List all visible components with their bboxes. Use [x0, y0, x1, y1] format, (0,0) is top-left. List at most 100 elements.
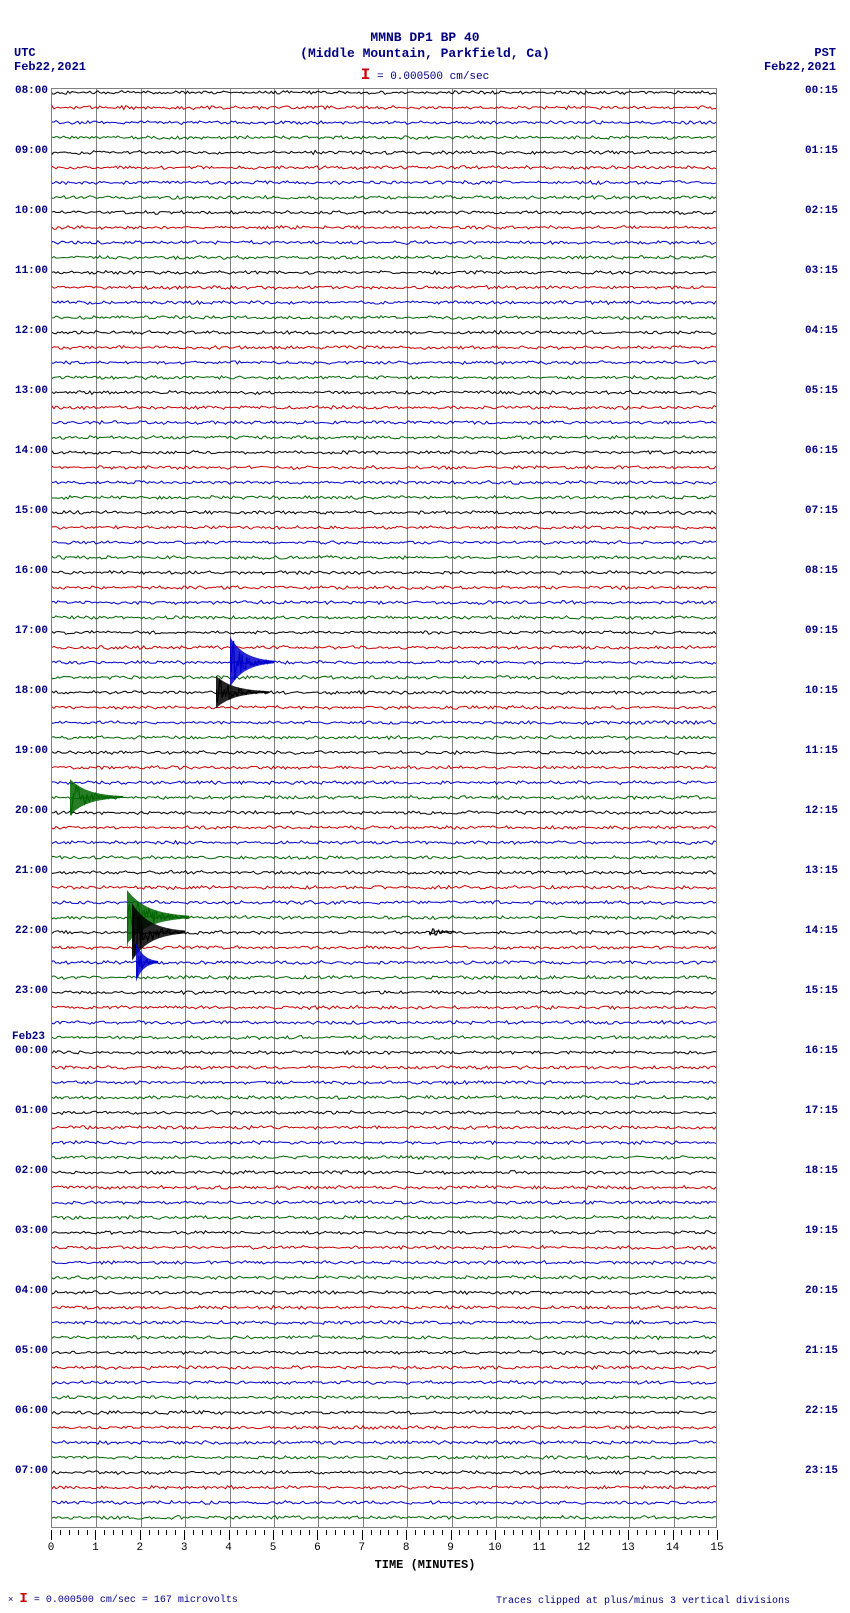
pst-hour-label: 13:15 — [805, 865, 838, 877]
x-tick-minor — [433, 1530, 434, 1535]
seismic-trace — [52, 100, 716, 115]
x-tick-minor — [522, 1530, 523, 1535]
seismic-trace — [52, 535, 716, 550]
x-tick-minor — [708, 1530, 709, 1535]
x-tick-minor — [664, 1530, 665, 1535]
pst-hour-label: 10:15 — [805, 685, 838, 697]
x-tick-major — [95, 1530, 96, 1540]
x-tick-label: 10 — [488, 1542, 501, 1554]
pst-hour-label: 01:15 — [805, 145, 838, 157]
x-tick-minor — [326, 1530, 327, 1535]
seismic-trace — [52, 1000, 716, 1015]
seismic-trace — [52, 130, 716, 145]
seismic-trace — [52, 790, 716, 805]
seismic-trace — [52, 850, 716, 865]
utc-hour-label: 17:00 — [12, 625, 48, 637]
x-tick-minor — [131, 1530, 132, 1535]
seismic-trace — [52, 1390, 716, 1405]
pst-hour-label: 03:15 — [805, 265, 838, 277]
seismic-event — [70, 777, 123, 817]
x-tick-minor — [557, 1530, 558, 1535]
seismic-trace — [52, 1150, 716, 1165]
x-tick-label: 15 — [710, 1542, 723, 1554]
seismic-event — [216, 674, 269, 710]
x-tick-minor — [477, 1530, 478, 1535]
seismic-trace — [52, 1075, 716, 1090]
seismic-trace — [52, 1480, 716, 1495]
utc-hour-label: 19:00 — [12, 745, 48, 757]
x-tick-minor — [397, 1530, 398, 1535]
x-tick-minor — [255, 1530, 256, 1535]
x-tick-label: 13 — [622, 1542, 635, 1554]
utc-hour-label: 21:00 — [12, 865, 48, 877]
utc-hour-label: 08:00 — [12, 85, 48, 97]
x-tick-major — [51, 1530, 52, 1540]
x-tick-label: 1 — [92, 1542, 99, 1554]
seismic-trace — [52, 325, 716, 340]
seismic-trace — [52, 625, 716, 640]
seismic-trace — [52, 1330, 716, 1345]
seismic-trace — [52, 145, 716, 160]
x-tick-minor — [646, 1530, 647, 1535]
seismic-trace — [52, 220, 716, 235]
seismic-trace — [52, 745, 716, 760]
x-tick-minor — [220, 1530, 221, 1535]
x-tick-minor — [548, 1530, 549, 1535]
pst-hour-label: 06:15 — [805, 445, 838, 457]
x-tick-label: 5 — [270, 1542, 277, 1554]
pst-hour-label: 04:15 — [805, 325, 838, 337]
x-tick-minor — [60, 1530, 61, 1535]
seismic-trace — [52, 1420, 716, 1435]
x-tick-label: 7 — [358, 1542, 365, 1554]
seismic-trace — [52, 1135, 716, 1150]
utc-hour-label: 15:00 — [12, 505, 48, 517]
x-tick-minor — [424, 1530, 425, 1535]
seismic-trace — [52, 1375, 716, 1390]
pst-hour-label: 20:15 — [805, 1285, 838, 1297]
seismic-trace — [52, 820, 716, 835]
seismic-trace — [52, 1510, 716, 1525]
x-tick-minor — [566, 1530, 567, 1535]
x-tick-major — [451, 1530, 452, 1540]
seismic-trace — [52, 595, 716, 610]
seismic-trace — [52, 400, 716, 415]
x-tick-major — [140, 1530, 141, 1540]
x-tick-minor — [264, 1530, 265, 1535]
utc-hour-label: 06:00 — [12, 1405, 48, 1417]
scale-indicator: I = 0.000500 cm/sec — [0, 66, 850, 84]
seismic-trace — [52, 1405, 716, 1420]
x-tick-major — [673, 1530, 674, 1540]
seismic-trace — [52, 385, 716, 400]
x-tick-minor — [300, 1530, 301, 1535]
seismic-trace — [52, 370, 716, 385]
x-tick-minor — [593, 1530, 594, 1535]
x-tick-label: 6 — [314, 1542, 321, 1554]
scale-value: = 0.000500 cm/sec — [377, 71, 489, 83]
x-tick-minor — [166, 1530, 167, 1535]
seismic-trace — [52, 475, 716, 490]
x-tick-minor — [335, 1530, 336, 1535]
x-tick-minor — [388, 1530, 389, 1535]
x-tick-label: 9 — [447, 1542, 454, 1554]
x-tick-major — [628, 1530, 629, 1540]
utc-hour-label: 14:00 — [12, 445, 48, 457]
x-tick-minor — [202, 1530, 203, 1535]
x-tick-minor — [468, 1530, 469, 1535]
date-left: Feb22,2021 — [14, 60, 86, 74]
x-tick-minor — [681, 1530, 682, 1535]
seismic-trace — [52, 985, 716, 1000]
seismic-trace — [52, 805, 716, 820]
seismic-trace — [52, 1345, 716, 1360]
x-tick-minor — [87, 1530, 88, 1535]
pst-hour-label: 00:15 — [805, 85, 838, 97]
x-tick-minor — [211, 1530, 212, 1535]
x-tick-minor — [504, 1530, 505, 1535]
seismic-trace — [52, 115, 716, 130]
seismic-trace — [52, 835, 716, 850]
x-tick-label: 2 — [136, 1542, 143, 1554]
x-tick-minor — [193, 1530, 194, 1535]
utc-hour-label: 20:00 — [12, 805, 48, 817]
seismic-trace — [52, 1165, 716, 1180]
pst-hour-label: 02:15 — [805, 205, 838, 217]
utc-hour-label: 04:00 — [12, 1285, 48, 1297]
